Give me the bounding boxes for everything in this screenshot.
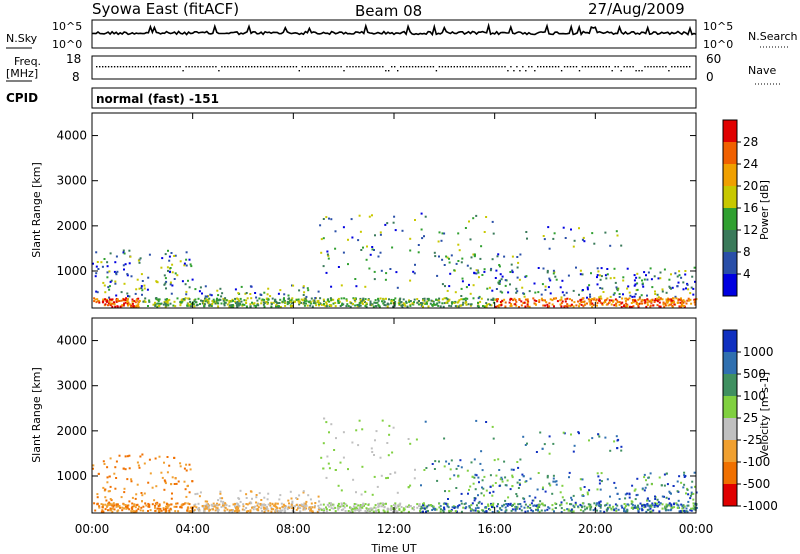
- colorbar-swatch: [723, 484, 737, 507]
- colorbar-tick-label: 16: [743, 201, 758, 215]
- cpid-label: CPID: [6, 91, 38, 105]
- freq-label-2: [MHz]: [6, 67, 38, 80]
- x-tick-label: 04:00: [175, 522, 210, 536]
- velocity-data: [92, 417, 698, 513]
- colorbar-swatch: [723, 396, 737, 419]
- colorbar-tick-label: 100: [743, 389, 766, 403]
- colorbar-swatch: [723, 252, 737, 275]
- cpid-text: normal (fast) -151: [96, 92, 219, 106]
- colorbar-swatch: [723, 352, 737, 375]
- xlabel: Time UT: [370, 542, 416, 554]
- colorbar-tick-label: -500: [743, 477, 770, 491]
- velocity-y-axis: 4000 3000 2000 1000: [56, 334, 696, 483]
- nave-tick-bottom: 0: [706, 70, 714, 84]
- colorbar-swatch: [723, 208, 737, 231]
- y-tick-label: 3000: [56, 174, 87, 188]
- x-tick-label: 20:00: [578, 522, 613, 536]
- y-tick-label: 4000: [56, 334, 87, 348]
- nsearch-tick-top: 10^5: [703, 20, 733, 33]
- y-tick-label: 1000: [56, 264, 87, 278]
- date-title: 27/Aug/2009: [588, 0, 685, 18]
- colorbar-swatch: [723, 462, 737, 485]
- colorbar-swatch: [723, 330, 737, 353]
- velocity-colorbar: 1000 500 100 25 -25 -100 -500 -1000: [722, 329, 778, 513]
- colorbar-tick-label: 28: [743, 135, 758, 149]
- x-tick-label: 00:00: [75, 522, 110, 536]
- colorbar-tick-label: -100: [743, 455, 770, 469]
- cpid-panel-frame: [91, 87, 697, 109]
- freq-panel-frame: [91, 55, 697, 80]
- nsearch-tick-bottom: 10^0: [703, 38, 733, 51]
- power-y-axis: 4000 3000 2000 1000: [56, 129, 696, 278]
- colorbar-swatch: [723, 418, 737, 441]
- nave-tick-top: 60: [706, 52, 721, 66]
- colorbar-swatch: [723, 230, 737, 253]
- freq-label-1: Freq.: [14, 55, 41, 68]
- colorbar-swatch: [723, 374, 737, 397]
- x-tick-label: 16:00: [477, 522, 512, 536]
- y-tick-label: 1000: [56, 469, 87, 483]
- nsky-trace: [91, 22, 697, 37]
- beam-title: Beam 08: [355, 2, 422, 20]
- velocity-ylabel: Slant Range [km]: [30, 367, 43, 463]
- colorbar-swatch: [723, 186, 737, 209]
- colorbar-tick-label: -1000: [743, 499, 778, 513]
- velocity-panel-frame: [91, 317, 697, 514]
- freq-tick-bottom: 8: [72, 70, 80, 84]
- colorbar-tick-label: 24: [743, 157, 758, 171]
- colorbar-tick-label: 500: [743, 367, 766, 381]
- colorbar-swatch: [723, 120, 737, 143]
- time-axis: 00:00 04:00 08:00 12:00 16:00 20:00 00:00: [75, 113, 714, 536]
- nsky-tick-top: 10^5: [52, 20, 82, 33]
- freq-tick-top: 18: [66, 52, 81, 66]
- colorbar-tick-label: 20: [743, 179, 758, 193]
- y-tick-label: 3000: [56, 379, 87, 393]
- colorbar-tick-label: 12: [743, 223, 758, 237]
- power-ylabel: Slant Range [km]: [30, 162, 43, 258]
- colorbar-tick-label: 25: [743, 411, 758, 425]
- power-colorbar: 28 24 20 16 12 8 4: [722, 119, 758, 297]
- x-tick-label: 12:00: [377, 522, 412, 536]
- colorbar-tick-label: -25: [743, 433, 763, 447]
- colorbar-swatch: [723, 274, 737, 297]
- nsearch-label: N.Search: [748, 30, 798, 43]
- nave-label: Nave: [748, 64, 776, 77]
- y-tick-label: 4000: [56, 129, 87, 143]
- colorbar-swatch: [723, 142, 737, 165]
- freq-trace: [96, 66, 691, 72]
- y-tick-label: 2000: [56, 424, 87, 438]
- x-tick-label: 00:00: [679, 522, 714, 536]
- colorbar-tick-label: 8: [743, 245, 751, 259]
- colorbar-tick-label: 4: [743, 267, 751, 281]
- colorbar-swatch: [723, 164, 737, 187]
- x-tick-label: 08:00: [276, 522, 311, 536]
- power-colorbar-label: Power [dB]: [758, 180, 771, 240]
- y-tick-label: 2000: [56, 219, 87, 233]
- colorbar-tick-label: 1000: [743, 345, 774, 359]
- nsky-tick-bottom: 10^0: [52, 38, 82, 51]
- power-data: [92, 212, 698, 308]
- velocity-colorbar-label: Velocity [m s-1]: [758, 372, 771, 458]
- station-title: Syowa East (fitACF): [92, 0, 239, 18]
- colorbar-swatch: [723, 440, 737, 463]
- nsky-label: N.Sky: [6, 32, 38, 45]
